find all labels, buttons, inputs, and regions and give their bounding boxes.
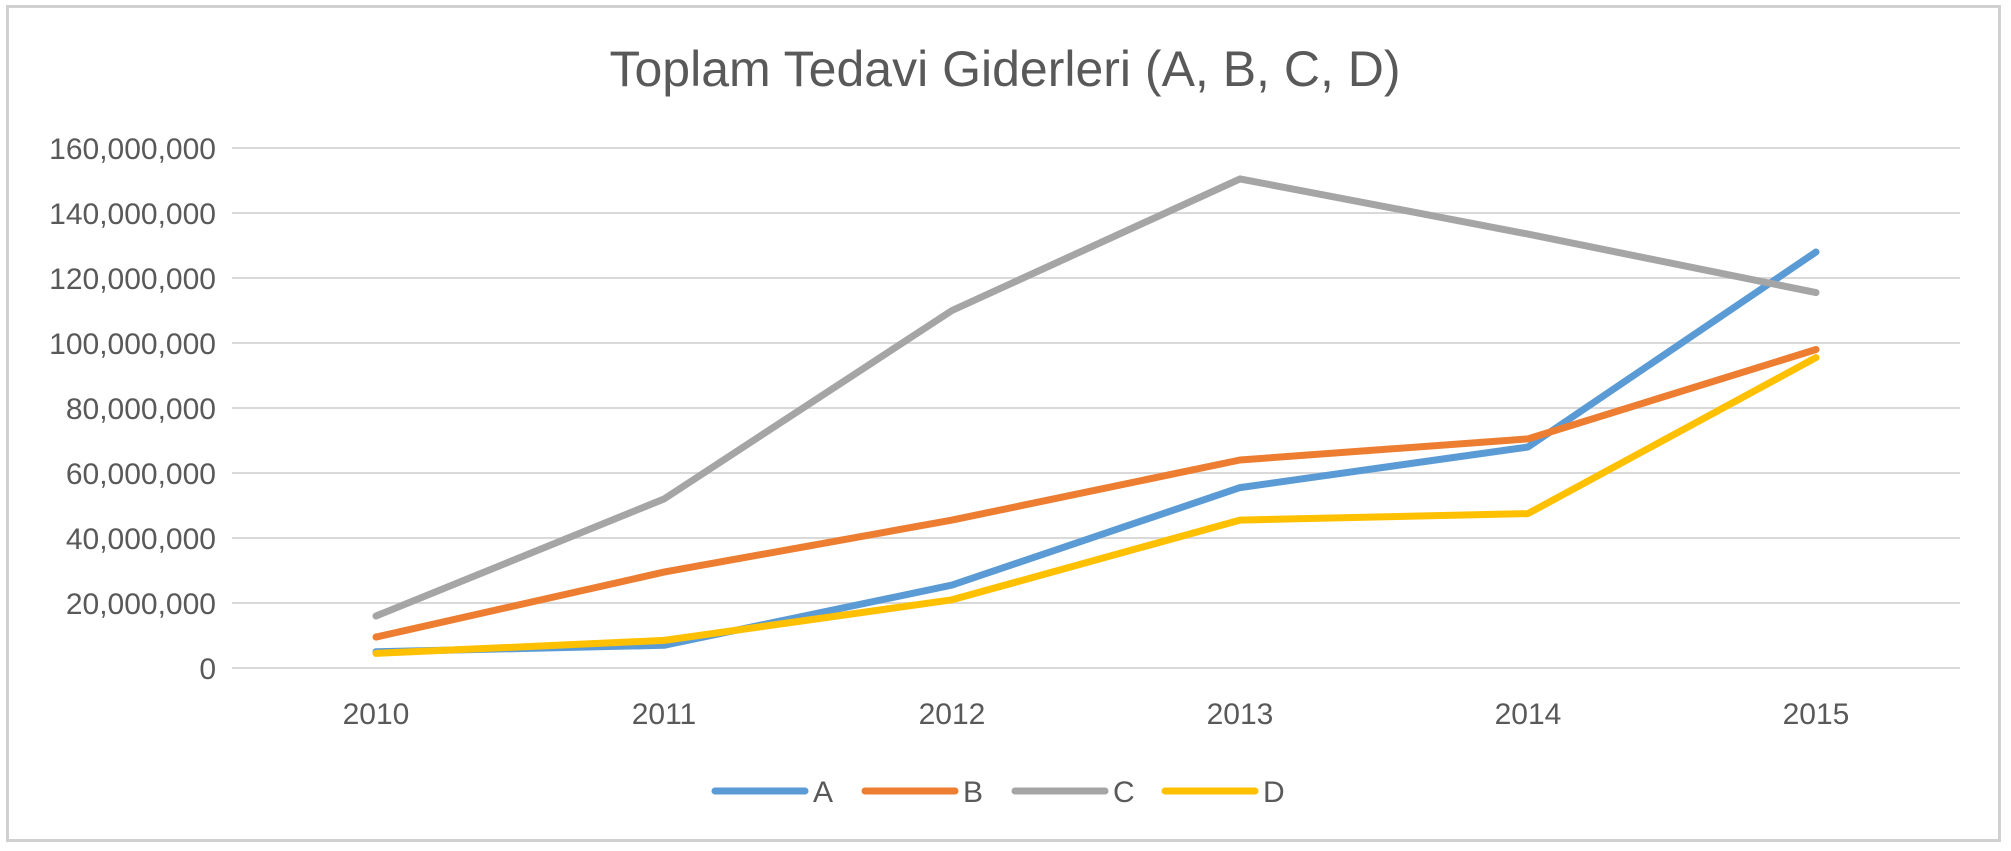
y-tick-label: 60,000,000 [66, 458, 216, 491]
chart-frame [6, 5, 2001, 842]
y-tick-label: 160,000,000 [49, 133, 216, 166]
x-tick-label: 2014 [1495, 698, 1562, 731]
legend-label-b: B [963, 776, 983, 809]
y-tick-label: 100,000,000 [49, 328, 216, 361]
series-line-c [372, 175, 1820, 620]
x-tick-label: 2015 [1783, 698, 1850, 731]
legend-label-d: D [1263, 776, 1285, 809]
legend-label-a: A [813, 776, 833, 809]
series-line-d [372, 354, 1820, 657]
y-tick-label: 120,000,000 [49, 263, 216, 296]
gridlines [232, 147, 1960, 669]
legend: A B C D [711, 776, 1285, 809]
series-line-a [372, 248, 1820, 656]
y-tick-label: 20,000,000 [66, 588, 216, 621]
x-tick-label: 2013 [1207, 698, 1274, 731]
y-axis-tick-labels: 0 20,000,000 40,000,000 60,000,000 80,000,00… [49, 133, 216, 686]
y-tick-label: 140,000,000 [49, 198, 216, 231]
chart-title: Toplam Tedavi Giderleri (A, B, C, D) [610, 41, 1401, 97]
series-line-b [372, 346, 1820, 641]
x-tick-label: 2012 [919, 698, 986, 731]
x-tick-label: 2011 [632, 698, 697, 731]
x-axis-tick-labels: 2010 2011 2012 2013 2014 2015 [343, 698, 1850, 731]
x-tick-label: 2010 [343, 698, 410, 731]
y-tick-label: 0 [199, 653, 216, 686]
legend-label-c: C [1113, 776, 1135, 809]
series-lines [372, 175, 1820, 657]
y-tick-label: 40,000,000 [66, 523, 216, 556]
y-tick-label: 80,000,000 [66, 393, 216, 426]
